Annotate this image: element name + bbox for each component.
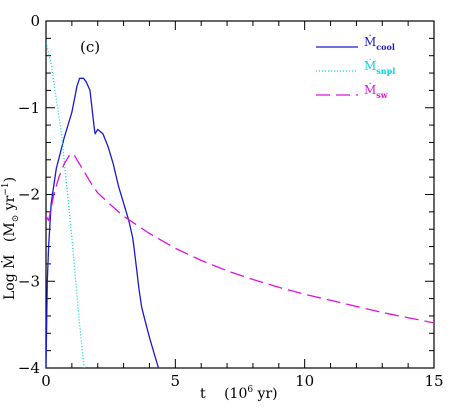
y-tick-label: −4 bbox=[18, 359, 40, 377]
x-tick-label: 5 bbox=[171, 372, 181, 390]
panel-label: (c) bbox=[80, 38, 100, 56]
x-axis-label: t (106 yr) bbox=[200, 385, 278, 402]
x-tick-label: 10 bbox=[295, 372, 314, 390]
series-line-sw bbox=[46, 153, 434, 324]
y-tick-label: −1 bbox=[18, 99, 40, 117]
series-line-cool bbox=[46, 77, 160, 368]
legend-label-cool: Ṁcool bbox=[364, 34, 395, 52]
y-tick-label: 0 bbox=[30, 12, 40, 30]
legend-label-snpl: Ṁsnpl bbox=[364, 58, 395, 76]
legend-label-sw: Ṁsw bbox=[364, 82, 389, 100]
x-tick-label: 0 bbox=[41, 372, 51, 390]
series-line-snpl bbox=[46, 42, 85, 368]
axis-ticks bbox=[45, 20, 435, 369]
series-layer bbox=[46, 42, 434, 368]
y-tick-label: −3 bbox=[18, 272, 40, 290]
legend: Ṁcool Ṁsnpl Ṁsw bbox=[316, 34, 395, 100]
y-tick-label: −2 bbox=[18, 186, 40, 204]
y-axis-label: Log Ṁ (M⊙ yr−1) bbox=[0, 177, 21, 300]
axis-tick-labels: 0 5 10 15 0 −1 −2 −3 −4 bbox=[18, 12, 444, 390]
x-tick-label: 15 bbox=[424, 372, 443, 390]
